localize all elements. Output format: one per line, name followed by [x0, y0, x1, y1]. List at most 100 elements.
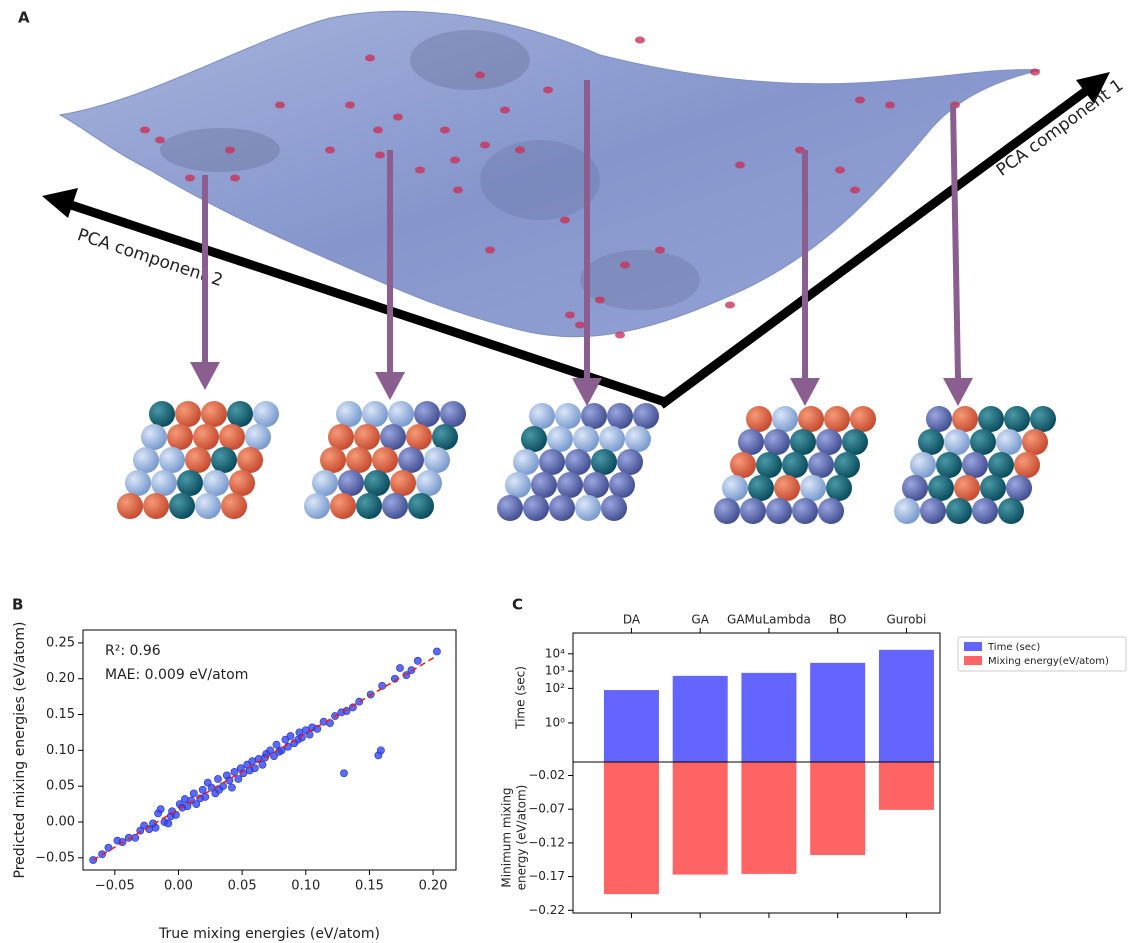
atom	[936, 452, 962, 478]
structures	[117, 401, 1056, 524]
legend-swatch	[964, 656, 982, 665]
bar	[810, 663, 865, 762]
atom	[824, 406, 850, 432]
atom	[1014, 452, 1040, 478]
atom	[253, 401, 279, 427]
category-label: Gurobi	[887, 613, 927, 627]
y2-tick-label: −0.17	[528, 869, 565, 883]
point	[340, 770, 347, 777]
surface-point	[655, 247, 665, 254]
atom	[531, 472, 557, 498]
atom	[772, 406, 798, 432]
atom	[565, 449, 591, 475]
atom	[926, 406, 952, 432]
atom	[175, 401, 201, 427]
surface-point	[835, 167, 845, 174]
point	[377, 747, 384, 754]
surface-point	[615, 332, 625, 339]
x-tick-label: 0.20	[419, 879, 448, 894]
atom	[304, 493, 330, 519]
y-tick-label: 10³	[545, 664, 565, 678]
atom	[575, 495, 601, 521]
x-tick-label: 0.05	[228, 879, 257, 894]
atom	[549, 495, 575, 521]
panel-a: A PCA component 2 PCA component 1	[18, 9, 1127, 525]
atom	[808, 452, 834, 478]
atom	[227, 401, 253, 427]
arrow-head	[42, 188, 78, 218]
y-tick-label: −0.05	[35, 850, 75, 865]
atom	[1006, 475, 1032, 501]
atom	[521, 426, 547, 452]
atom	[529, 403, 555, 429]
atom	[764, 429, 790, 455]
atom	[312, 470, 338, 496]
atom	[219, 424, 245, 450]
atom	[962, 452, 988, 478]
x-tick-label: 0.10	[291, 879, 320, 894]
atom	[970, 429, 996, 455]
atom	[790, 429, 816, 455]
atom	[523, 495, 549, 521]
bar	[673, 676, 728, 762]
y-tick-label: 0.20	[46, 671, 75, 686]
atom	[952, 406, 978, 432]
point	[181, 795, 188, 802]
surface-point	[440, 127, 450, 134]
point	[132, 834, 139, 841]
point	[190, 790, 197, 797]
surface-point	[345, 102, 355, 109]
panel-label: A	[18, 9, 30, 27]
point	[157, 806, 164, 813]
legend-label: Time (sec)	[987, 642, 1040, 653]
atom	[364, 470, 390, 496]
bar	[604, 762, 659, 894]
atom	[954, 475, 980, 501]
surface-point	[155, 137, 165, 144]
atom	[193, 424, 219, 450]
y2-tick-label: −0.07	[528, 802, 565, 816]
atom	[978, 406, 1004, 432]
point	[90, 856, 97, 863]
atom	[424, 447, 450, 473]
atom	[798, 406, 824, 432]
atom	[818, 498, 844, 524]
atom	[432, 424, 458, 450]
surface-point	[475, 72, 485, 79]
atom	[834, 452, 860, 478]
arrow-head	[375, 372, 405, 400]
surface-point	[635, 37, 645, 44]
atom	[599, 426, 625, 452]
bar	[604, 690, 659, 762]
arrow-head	[190, 362, 220, 390]
atom	[573, 426, 599, 452]
atom	[591, 449, 617, 475]
surface-point	[725, 302, 735, 309]
atom	[414, 401, 440, 427]
atom	[730, 452, 756, 478]
surface-point	[885, 102, 895, 109]
point	[228, 784, 235, 791]
surface-point	[375, 152, 385, 159]
atom	[320, 447, 346, 473]
atom	[185, 447, 211, 473]
axis-label: PCA component 1	[993, 75, 1127, 180]
annotation: MAE: 0.009 eV/atom	[105, 667, 248, 683]
surface-point	[480, 142, 490, 149]
surface-point	[855, 97, 865, 104]
surface-point	[453, 187, 463, 194]
category-label: BO	[829, 613, 846, 627]
atom	[633, 403, 659, 429]
arrow-head	[572, 378, 602, 406]
atom	[826, 475, 852, 501]
surface-point	[485, 247, 495, 254]
figure: A PCA component 2 PCA component 1 B−0.05…	[0, 0, 1129, 943]
atom	[920, 498, 946, 524]
x-axis-label: True mixing energies (eV/atom)	[158, 926, 380, 942]
point	[199, 786, 206, 793]
atom	[408, 493, 434, 519]
bar	[810, 762, 865, 855]
atom	[338, 470, 364, 496]
atom	[850, 406, 876, 432]
